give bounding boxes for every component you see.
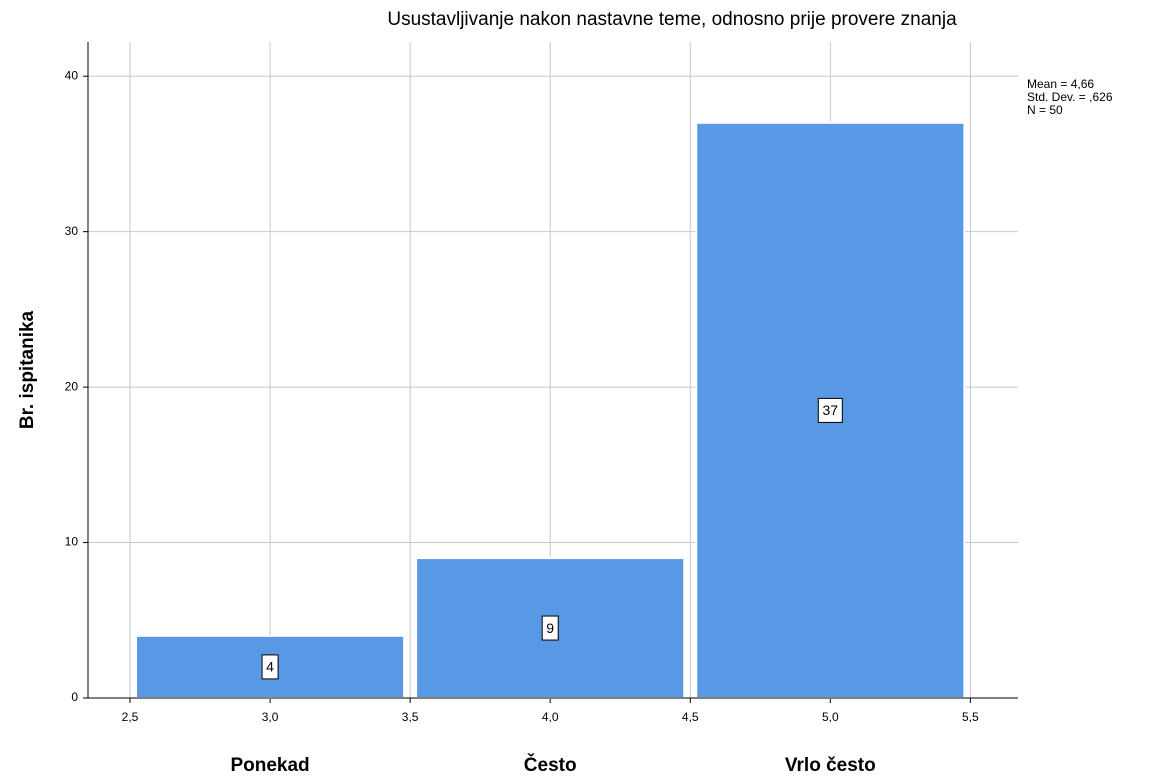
chart-title: Usustavljivanje nakon nastavne teme, odn…: [387, 9, 957, 30]
x-tick-label: 4,0: [542, 710, 559, 724]
x-tick-label: 5,0: [822, 710, 839, 724]
y-tick-label: 10: [65, 535, 79, 549]
y-axis-label: Br. ispitanika: [17, 310, 38, 429]
x-tick-label: 4,5: [682, 710, 699, 724]
x-tick-label: 5,5: [962, 710, 979, 724]
value-label: 37: [823, 402, 839, 418]
x-tick-label: 3,5: [402, 710, 419, 724]
value-label-box: [261, 654, 279, 680]
x-tick-label: 3,0: [262, 710, 279, 724]
stat-annotation: Mean = 4,66: [1027, 77, 1094, 91]
stat-annotation: Std. Dev. = ,626: [1027, 90, 1113, 104]
value-label: 9: [546, 620, 554, 636]
value-label-box: [817, 397, 843, 423]
category-label: Vrlo često: [785, 755, 876, 776]
y-tick-label: 30: [65, 224, 79, 238]
y-tick-label: 20: [65, 379, 79, 393]
value-label: 4: [266, 659, 274, 675]
category-label: Često: [524, 754, 577, 776]
value-label-box: [541, 615, 559, 641]
stat-annotation: N = 50: [1027, 103, 1063, 117]
x-tick-label: 2,5: [122, 710, 139, 724]
y-tick-label: 40: [65, 68, 79, 82]
category-label: Ponekad: [230, 755, 309, 776]
y-tick-label: 0: [71, 690, 78, 704]
